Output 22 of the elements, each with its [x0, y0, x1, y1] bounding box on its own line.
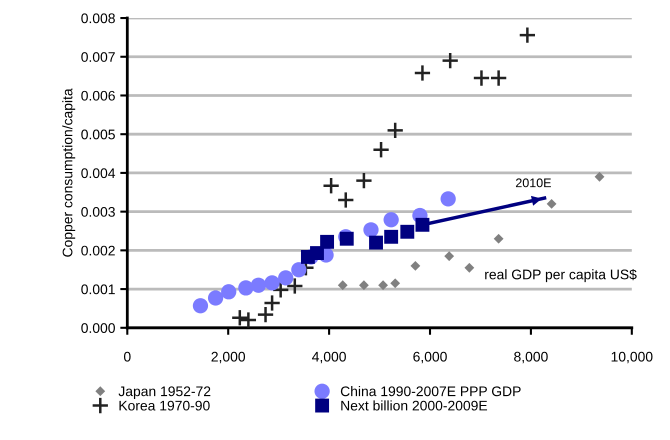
- legend-label: Korea 1970-90: [119, 400, 210, 411]
- y-tick-label: 0.006: [81, 90, 115, 101]
- legend-label: China 1990-2007E PPP GDP: [340, 386, 521, 396]
- annotation: 2010E: [516, 178, 551, 188]
- x-tick-label: 4,000: [312, 352, 346, 364]
- y-tick-label: 0.007: [81, 52, 115, 62]
- x-tick-label: 8,000: [514, 352, 548, 364]
- x-tick-label: 6,000: [413, 352, 447, 364]
- y-tick-label: 0.004: [81, 168, 116, 178]
- legend-label: Japan 1952-72: [118, 386, 210, 399]
- y-tick-label: 0.005: [81, 130, 115, 140]
- y-tick-label: 0.002: [81, 246, 115, 256]
- y-tick-label: 0.003: [81, 206, 115, 217]
- y-axis-title: Copper consumption/capita: [62, 88, 76, 257]
- x-tick-label: 10,000: [612, 352, 653, 364]
- x-tick-label: 0: [124, 352, 131, 362]
- y-tick-label: 0.000: [81, 323, 115, 333]
- y-tick-label: 0.008: [81, 13, 115, 24]
- x-axis-title: real GDP per capita US$: [485, 268, 637, 282]
- legend-label: Next billion 2000-2009E: [341, 400, 488, 411]
- y-tick-label: 0.001: [81, 284, 115, 294]
- x-tick-label: 2,000: [212, 352, 246, 364]
